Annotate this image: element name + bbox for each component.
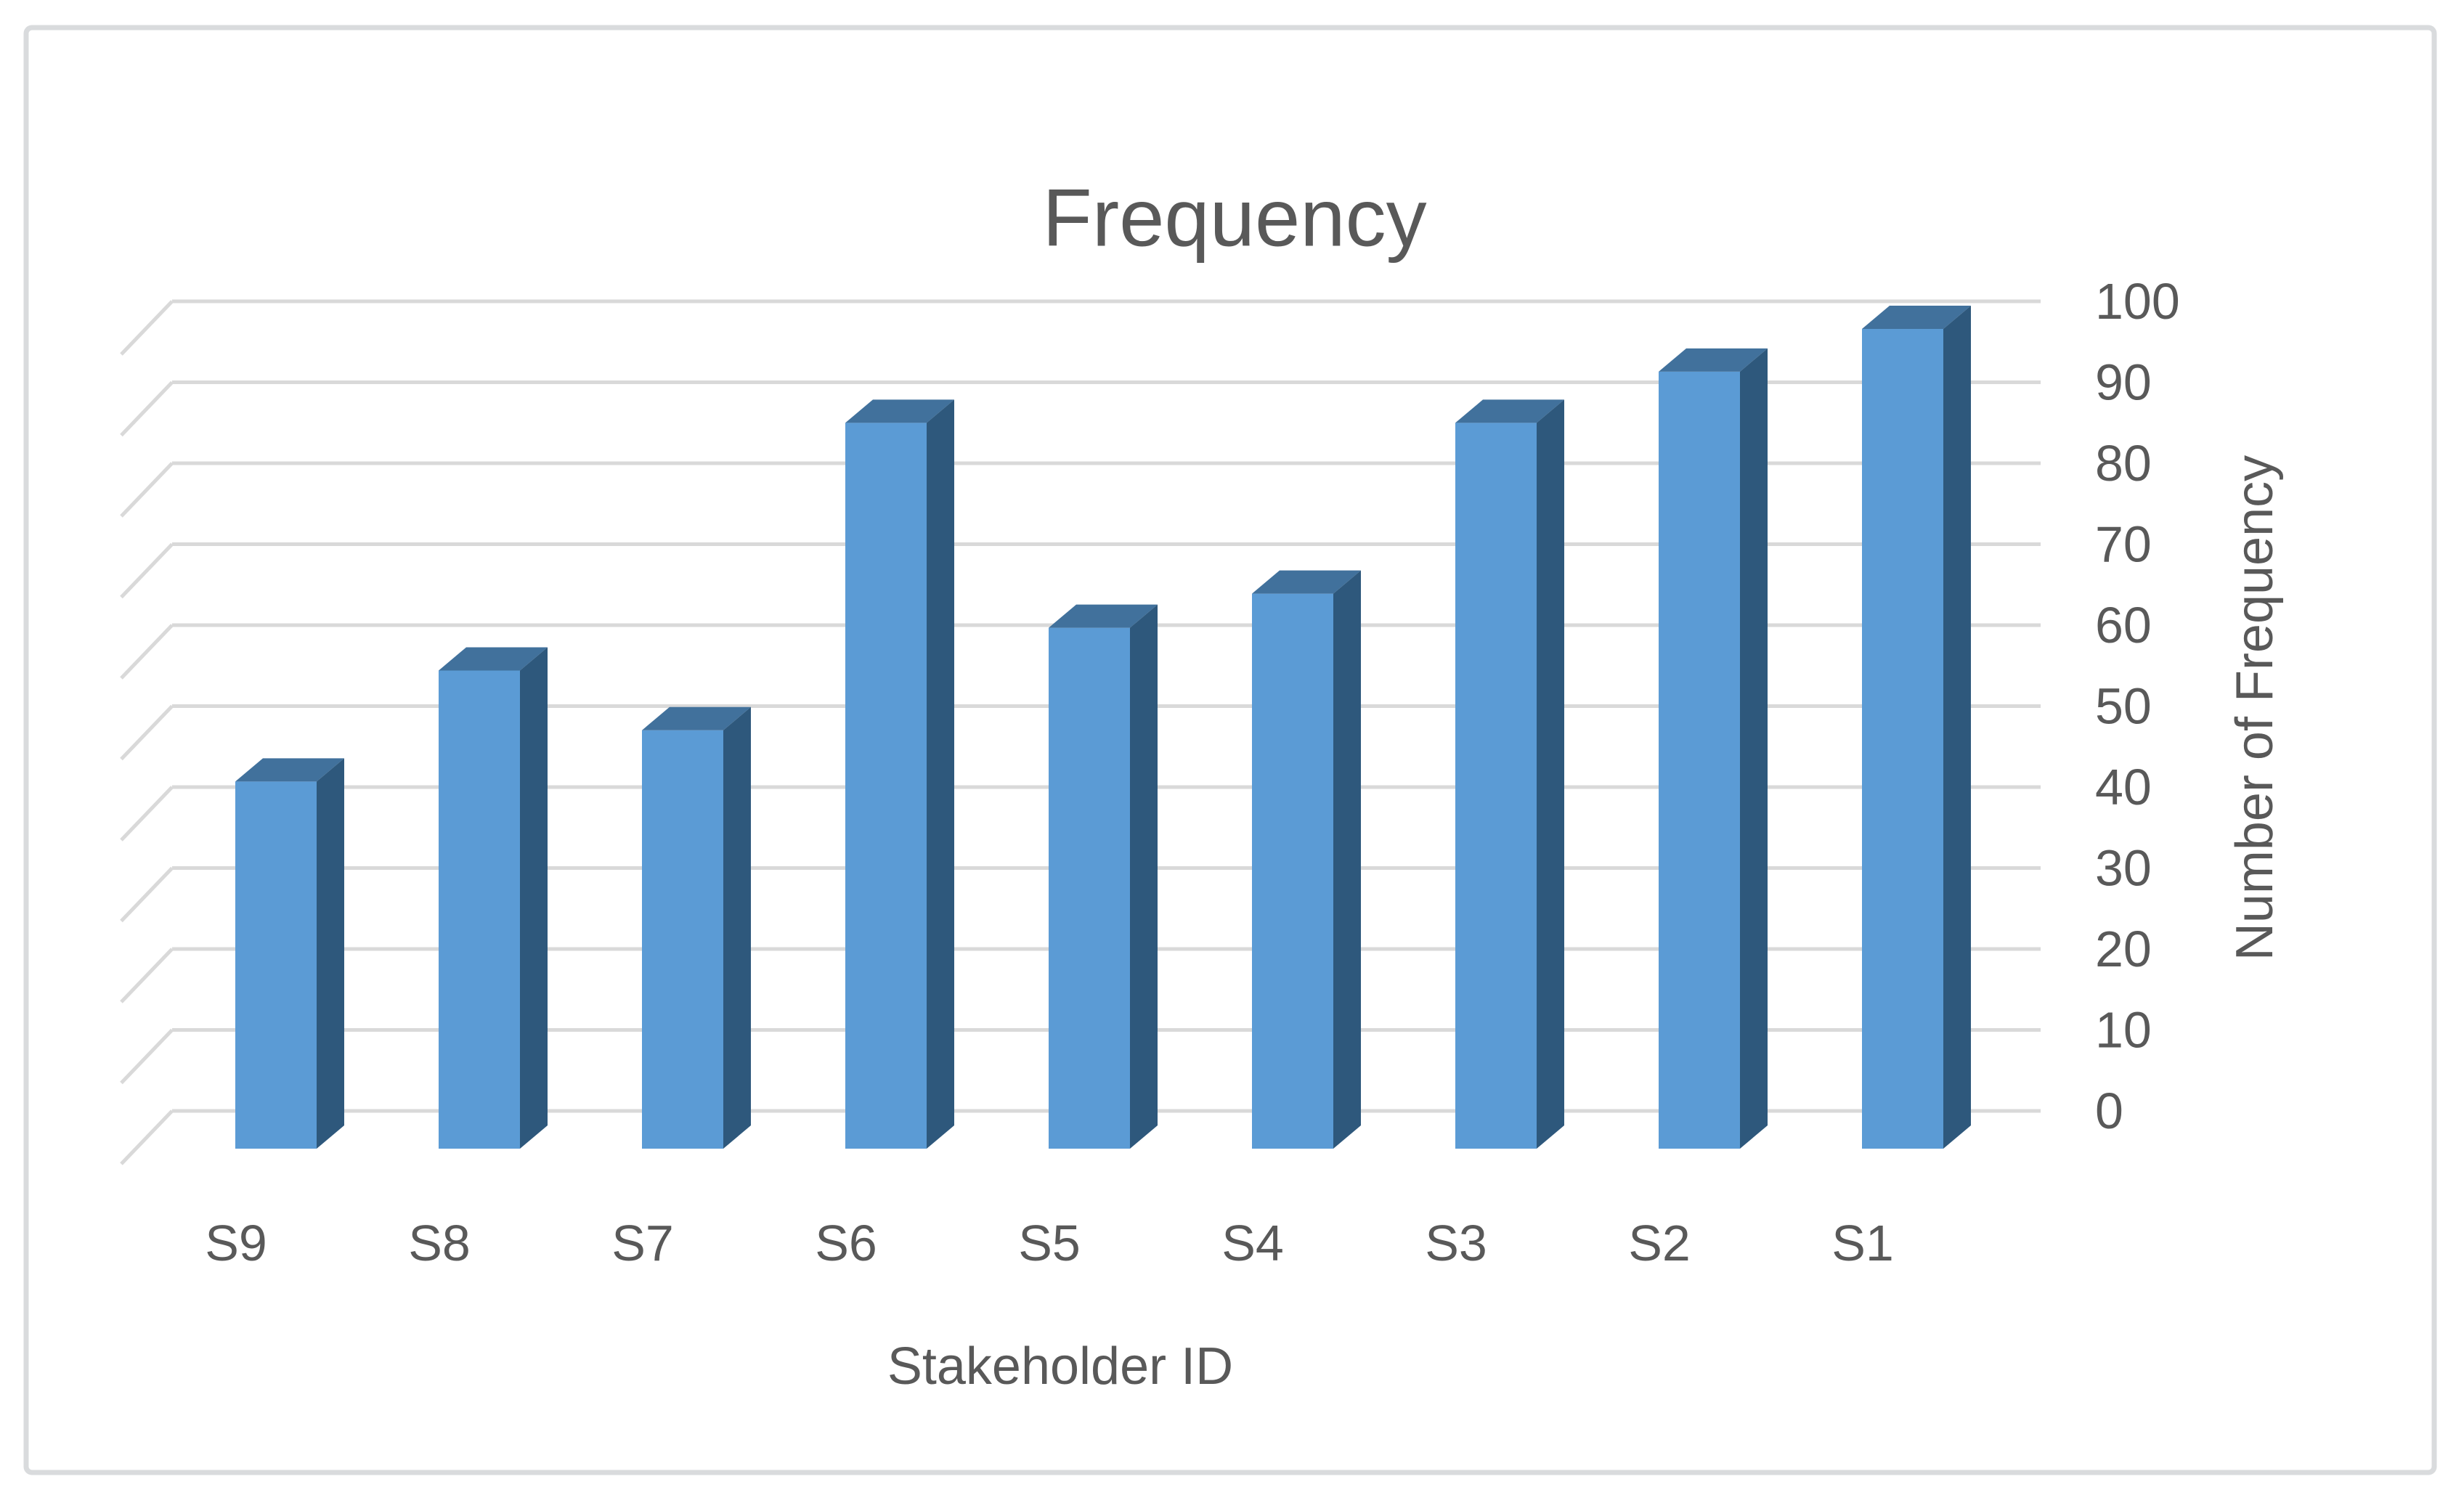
x-tick-label-s9: S9 bbox=[205, 1215, 267, 1271]
bar-s2 bbox=[1659, 348, 1768, 1149]
bar-s1-side-face bbox=[1943, 306, 1971, 1149]
x-tick-label-s6: S6 bbox=[815, 1215, 877, 1271]
bar-s7-front-face bbox=[642, 730, 723, 1149]
bar-s2-front-face bbox=[1659, 371, 1740, 1149]
bar-s2-top-face bbox=[1659, 348, 1768, 372]
bar-s1-front-face bbox=[1862, 329, 1943, 1149]
bar-s3-side-face bbox=[1537, 399, 1564, 1149]
x-tick-label-s3: S3 bbox=[1425, 1215, 1487, 1271]
gridline-depth-slant-50 bbox=[120, 704, 174, 761]
bar-s8-top-face bbox=[439, 647, 548, 671]
bar-s3 bbox=[1455, 399, 1564, 1149]
x-tick-label-s4: S4 bbox=[1221, 1215, 1284, 1271]
x-axis-category-labels: S9 S8 S7 S6 S5 S4 S3 S2 S1 bbox=[205, 1215, 1894, 1271]
bar-s5-side-face bbox=[1130, 604, 1158, 1149]
bar-s1 bbox=[1862, 306, 1971, 1149]
bar-s8 bbox=[439, 647, 548, 1149]
bar-s6-top-face bbox=[845, 399, 954, 423]
y-tick-label-30: 30 bbox=[2095, 840, 2152, 897]
gridline-depth-slant-90 bbox=[120, 380, 174, 437]
y-tick-label-80: 80 bbox=[2095, 435, 2152, 492]
chart-frame-border bbox=[23, 25, 2437, 1475]
gridline-depth-slant-60 bbox=[120, 624, 174, 680]
y-tick-label-60: 60 bbox=[2095, 597, 2152, 653]
bar-s9-side-face bbox=[317, 758, 344, 1149]
bar-s9-top-face bbox=[235, 758, 344, 782]
bar-s3-front-face bbox=[1455, 423, 1537, 1149]
bar-s5 bbox=[1049, 604, 1158, 1149]
gridline-depth-slant-0 bbox=[120, 1109, 174, 1165]
bar-s7-side-face bbox=[723, 706, 751, 1149]
bar-s7-top-face bbox=[642, 706, 751, 730]
bar-s6-side-face bbox=[927, 399, 954, 1149]
bar-s8-side-face bbox=[520, 647, 548, 1149]
bar-s6-front-face bbox=[845, 423, 927, 1149]
bar-s4-front-face bbox=[1252, 593, 1333, 1149]
y-axis-tick-labels: 0 10 20 30 40 50 60 70 80 90 100 bbox=[2095, 273, 2180, 1139]
gridline-depth-slant-80 bbox=[120, 462, 174, 518]
x-tick-label-s5: S5 bbox=[1018, 1215, 1081, 1271]
y-tick-label-10: 10 bbox=[2095, 1002, 2152, 1059]
bar-s4 bbox=[1252, 570, 1361, 1149]
x-tick-label-s1: S1 bbox=[1831, 1215, 1894, 1271]
y-axis-title: Number of Frequency bbox=[2226, 455, 2284, 961]
bar-s7 bbox=[642, 706, 751, 1149]
gridline-depth-slant-30 bbox=[120, 866, 174, 923]
bar-s9-front-face bbox=[235, 781, 317, 1149]
x-tick-label-s8: S8 bbox=[408, 1215, 471, 1271]
bar-s5-top-face bbox=[1049, 604, 1158, 628]
bar-s8-front-face bbox=[439, 670, 520, 1149]
y-tick-label-40: 40 bbox=[2095, 759, 2152, 815]
y-tick-label-90: 90 bbox=[2095, 354, 2152, 411]
bar-s5-front-face bbox=[1049, 627, 1130, 1149]
bar-s2-side-face bbox=[1740, 348, 1768, 1149]
bars-group bbox=[235, 306, 1971, 1149]
gridline-depth-slant-10 bbox=[120, 1028, 174, 1085]
gridline-depth-slant-20 bbox=[120, 948, 174, 1003]
gridline-depth-slant-40 bbox=[120, 786, 174, 842]
y-tick-label-0: 0 bbox=[2095, 1083, 2123, 1139]
y-tick-label-50: 50 bbox=[2095, 678, 2152, 735]
y-tick-label-70: 70 bbox=[2095, 516, 2152, 573]
bar-s6 bbox=[845, 399, 954, 1149]
y-tick-label-20: 20 bbox=[2095, 921, 2152, 977]
x-axis-title: Stakeholder ID bbox=[887, 1337, 1233, 1396]
y-tick-label-100: 100 bbox=[2095, 273, 2180, 330]
bar-s4-side-face bbox=[1333, 570, 1361, 1149]
bar-s3-top-face bbox=[1455, 399, 1564, 423]
gridline-depth-slant-100 bbox=[120, 300, 174, 356]
bar-s4-top-face bbox=[1252, 570, 1361, 594]
bar-s9 bbox=[235, 758, 344, 1149]
x-tick-label-s2: S2 bbox=[1628, 1215, 1691, 1271]
chart-title: Frequency bbox=[1042, 173, 1426, 264]
bar-s1-top-face bbox=[1862, 306, 1971, 330]
gridline-depth-slant-70 bbox=[120, 542, 174, 599]
x-tick-label-s7: S7 bbox=[611, 1215, 674, 1271]
